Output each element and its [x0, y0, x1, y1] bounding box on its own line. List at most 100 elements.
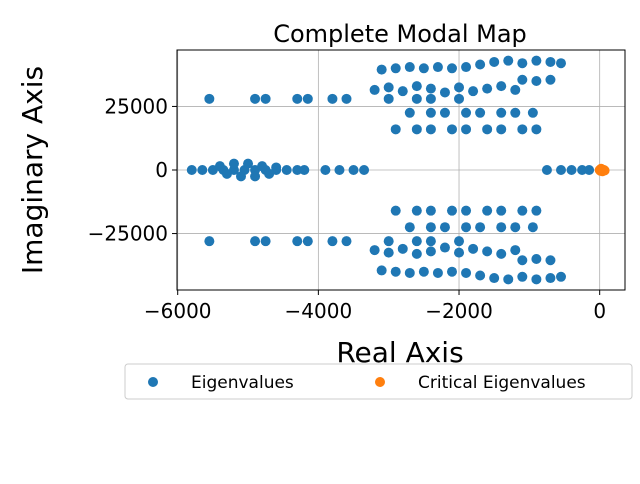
point — [566, 165, 577, 175]
point — [228, 158, 239, 169]
point — [545, 56, 556, 67]
point — [510, 107, 521, 118]
point — [517, 124, 528, 135]
point — [496, 124, 507, 135]
point — [425, 236, 436, 247]
legend-marker — [375, 377, 385, 387]
point — [425, 107, 436, 118]
point — [411, 248, 422, 259]
point — [348, 165, 359, 175]
point — [425, 222, 436, 233]
point — [482, 124, 493, 135]
point — [390, 266, 401, 277]
point — [186, 165, 197, 175]
point — [439, 107, 450, 118]
point — [397, 243, 408, 254]
point — [446, 124, 457, 135]
point — [475, 107, 486, 118]
point — [545, 255, 556, 266]
point — [425, 246, 436, 257]
point — [489, 56, 500, 67]
point — [260, 93, 271, 104]
point — [236, 171, 246, 182]
point — [260, 236, 271, 247]
point — [327, 236, 338, 247]
point — [197, 165, 208, 175]
point — [503, 55, 514, 66]
point — [320, 165, 331, 175]
point — [359, 165, 370, 175]
point — [510, 245, 521, 256]
legend-label: Eigenvalues — [191, 373, 294, 393]
point — [404, 267, 415, 278]
point — [461, 107, 472, 118]
point — [281, 165, 292, 175]
point — [496, 248, 507, 259]
point — [214, 161, 225, 172]
y-tick-label: −25000 — [88, 222, 168, 246]
point — [599, 165, 610, 176]
point — [425, 124, 436, 135]
point — [531, 76, 542, 87]
point — [404, 222, 415, 233]
point — [482, 83, 493, 94]
point — [531, 55, 542, 66]
point — [545, 273, 556, 284]
point — [302, 236, 313, 247]
point — [454, 236, 465, 247]
point — [517, 58, 528, 69]
point — [369, 245, 380, 256]
legend: Eigenvalues Critical Eigenvalues — [124, 363, 633, 400]
point — [411, 93, 422, 104]
point — [482, 205, 493, 216]
y-tick-label: 0 — [155, 158, 168, 182]
point — [204, 93, 215, 104]
point — [475, 270, 486, 281]
point — [418, 63, 429, 74]
legend-marker — [148, 377, 158, 387]
point — [496, 222, 507, 233]
point — [510, 222, 521, 233]
point — [250, 93, 261, 104]
point — [376, 265, 387, 276]
point — [204, 236, 215, 247]
point — [468, 243, 479, 254]
point — [411, 81, 422, 92]
point — [376, 64, 387, 75]
point — [475, 59, 486, 70]
point — [383, 82, 394, 93]
point — [556, 58, 566, 69]
point — [292, 93, 303, 104]
point — [517, 74, 528, 85]
point — [383, 247, 394, 258]
point — [461, 62, 472, 73]
point — [541, 165, 552, 175]
point — [271, 162, 282, 173]
point — [390, 63, 401, 74]
point — [510, 84, 521, 95]
point — [250, 236, 261, 247]
point — [496, 205, 507, 216]
point — [425, 205, 436, 216]
point — [404, 107, 415, 118]
point — [302, 93, 313, 104]
point — [243, 158, 254, 169]
point — [221, 168, 232, 179]
point — [496, 81, 507, 92]
point — [264, 168, 275, 179]
point — [556, 271, 566, 282]
point — [527, 222, 538, 233]
x-tick-label: −2000 — [425, 299, 493, 323]
point — [503, 274, 514, 285]
chart-title: Complete Modal Map — [273, 20, 527, 48]
y-axis-label: Imaginary Axis — [16, 66, 49, 274]
point — [531, 274, 542, 285]
point — [545, 74, 556, 85]
point — [517, 271, 528, 282]
point — [418, 266, 429, 277]
point — [531, 205, 542, 216]
point — [250, 171, 261, 182]
point — [341, 93, 352, 104]
point — [556, 165, 566, 175]
